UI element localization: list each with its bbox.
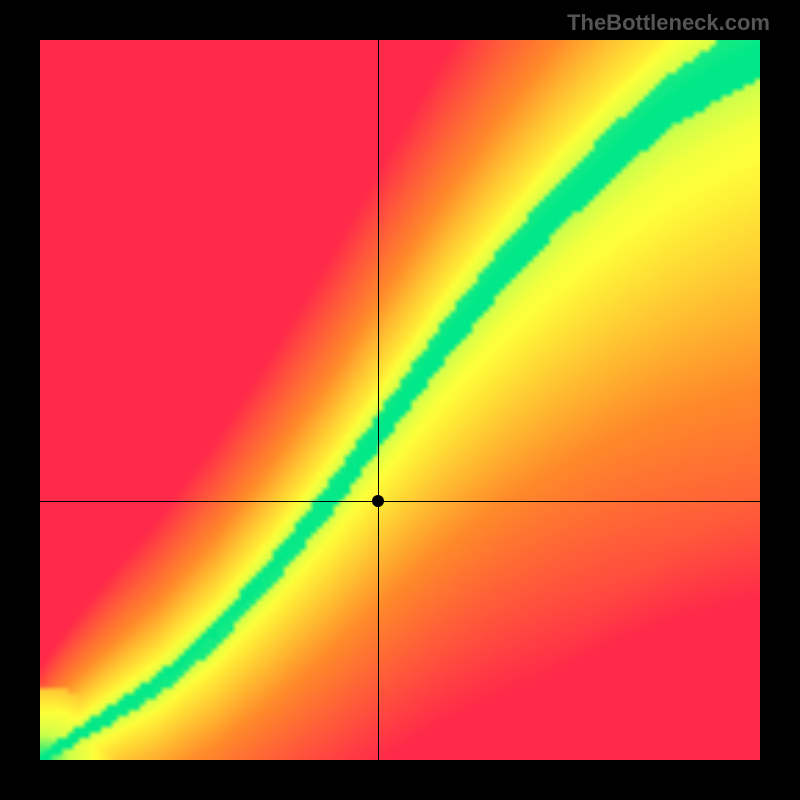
watermark-text: TheBottleneck.com — [567, 10, 770, 36]
heatmap-plot — [40, 40, 760, 760]
crosshair-horizontal — [40, 501, 760, 502]
crosshair-vertical — [378, 40, 379, 760]
heatmap-canvas — [40, 40, 760, 760]
crosshair-marker — [372, 495, 384, 507]
